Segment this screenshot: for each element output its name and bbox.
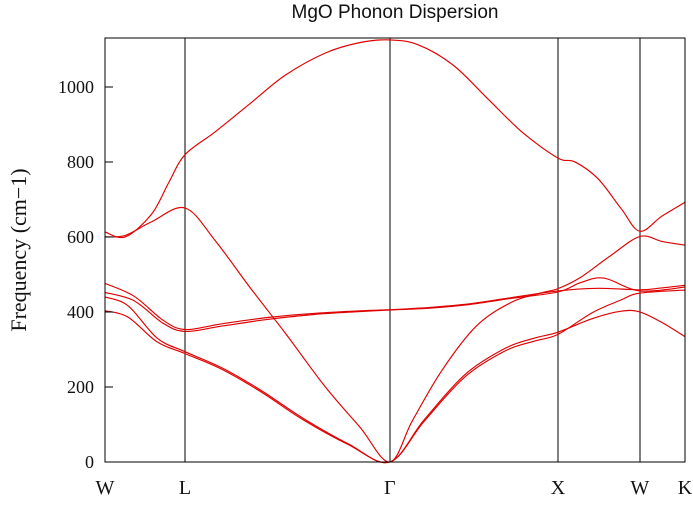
x-tick-label: Γ bbox=[384, 477, 396, 499]
y-tick-label: 200 bbox=[67, 377, 94, 397]
branch-1-upper-optical bbox=[104, 39, 686, 239]
x-tick-label: W bbox=[96, 477, 115, 499]
branch-2-crossing bbox=[104, 206, 686, 463]
symmetry-lines bbox=[184, 38, 641, 462]
x-tick-label: W bbox=[630, 477, 649, 499]
phonon-branches bbox=[104, 39, 686, 464]
y-tick-label: 0 bbox=[85, 452, 94, 472]
plot-border bbox=[104, 37, 686, 463]
branch-5-ta-upper bbox=[104, 296, 686, 464]
branch-6-ta-lower bbox=[104, 289, 686, 464]
branch-4-to-lower bbox=[104, 277, 686, 332]
y-tick-label: 600 bbox=[67, 227, 94, 247]
y-tick-labels: 0 200 400 600 800 1000 bbox=[58, 77, 113, 472]
y-tick-label: 800 bbox=[67, 152, 94, 172]
branch-3-to-upper bbox=[104, 282, 686, 331]
y-tick-label: 400 bbox=[67, 302, 94, 322]
x-tick-label: X bbox=[551, 477, 566, 499]
y-tick-label: 1000 bbox=[58, 77, 94, 97]
chart-title: MgO Phonon Dispersion bbox=[291, 2, 499, 23]
x-tick-label: K bbox=[678, 477, 693, 499]
x-tick-label: L bbox=[179, 477, 191, 499]
